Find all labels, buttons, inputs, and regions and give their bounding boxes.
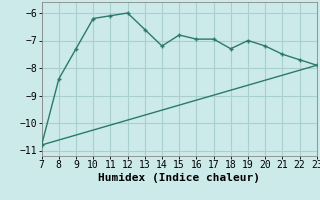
- X-axis label: Humidex (Indice chaleur): Humidex (Indice chaleur): [98, 173, 260, 183]
